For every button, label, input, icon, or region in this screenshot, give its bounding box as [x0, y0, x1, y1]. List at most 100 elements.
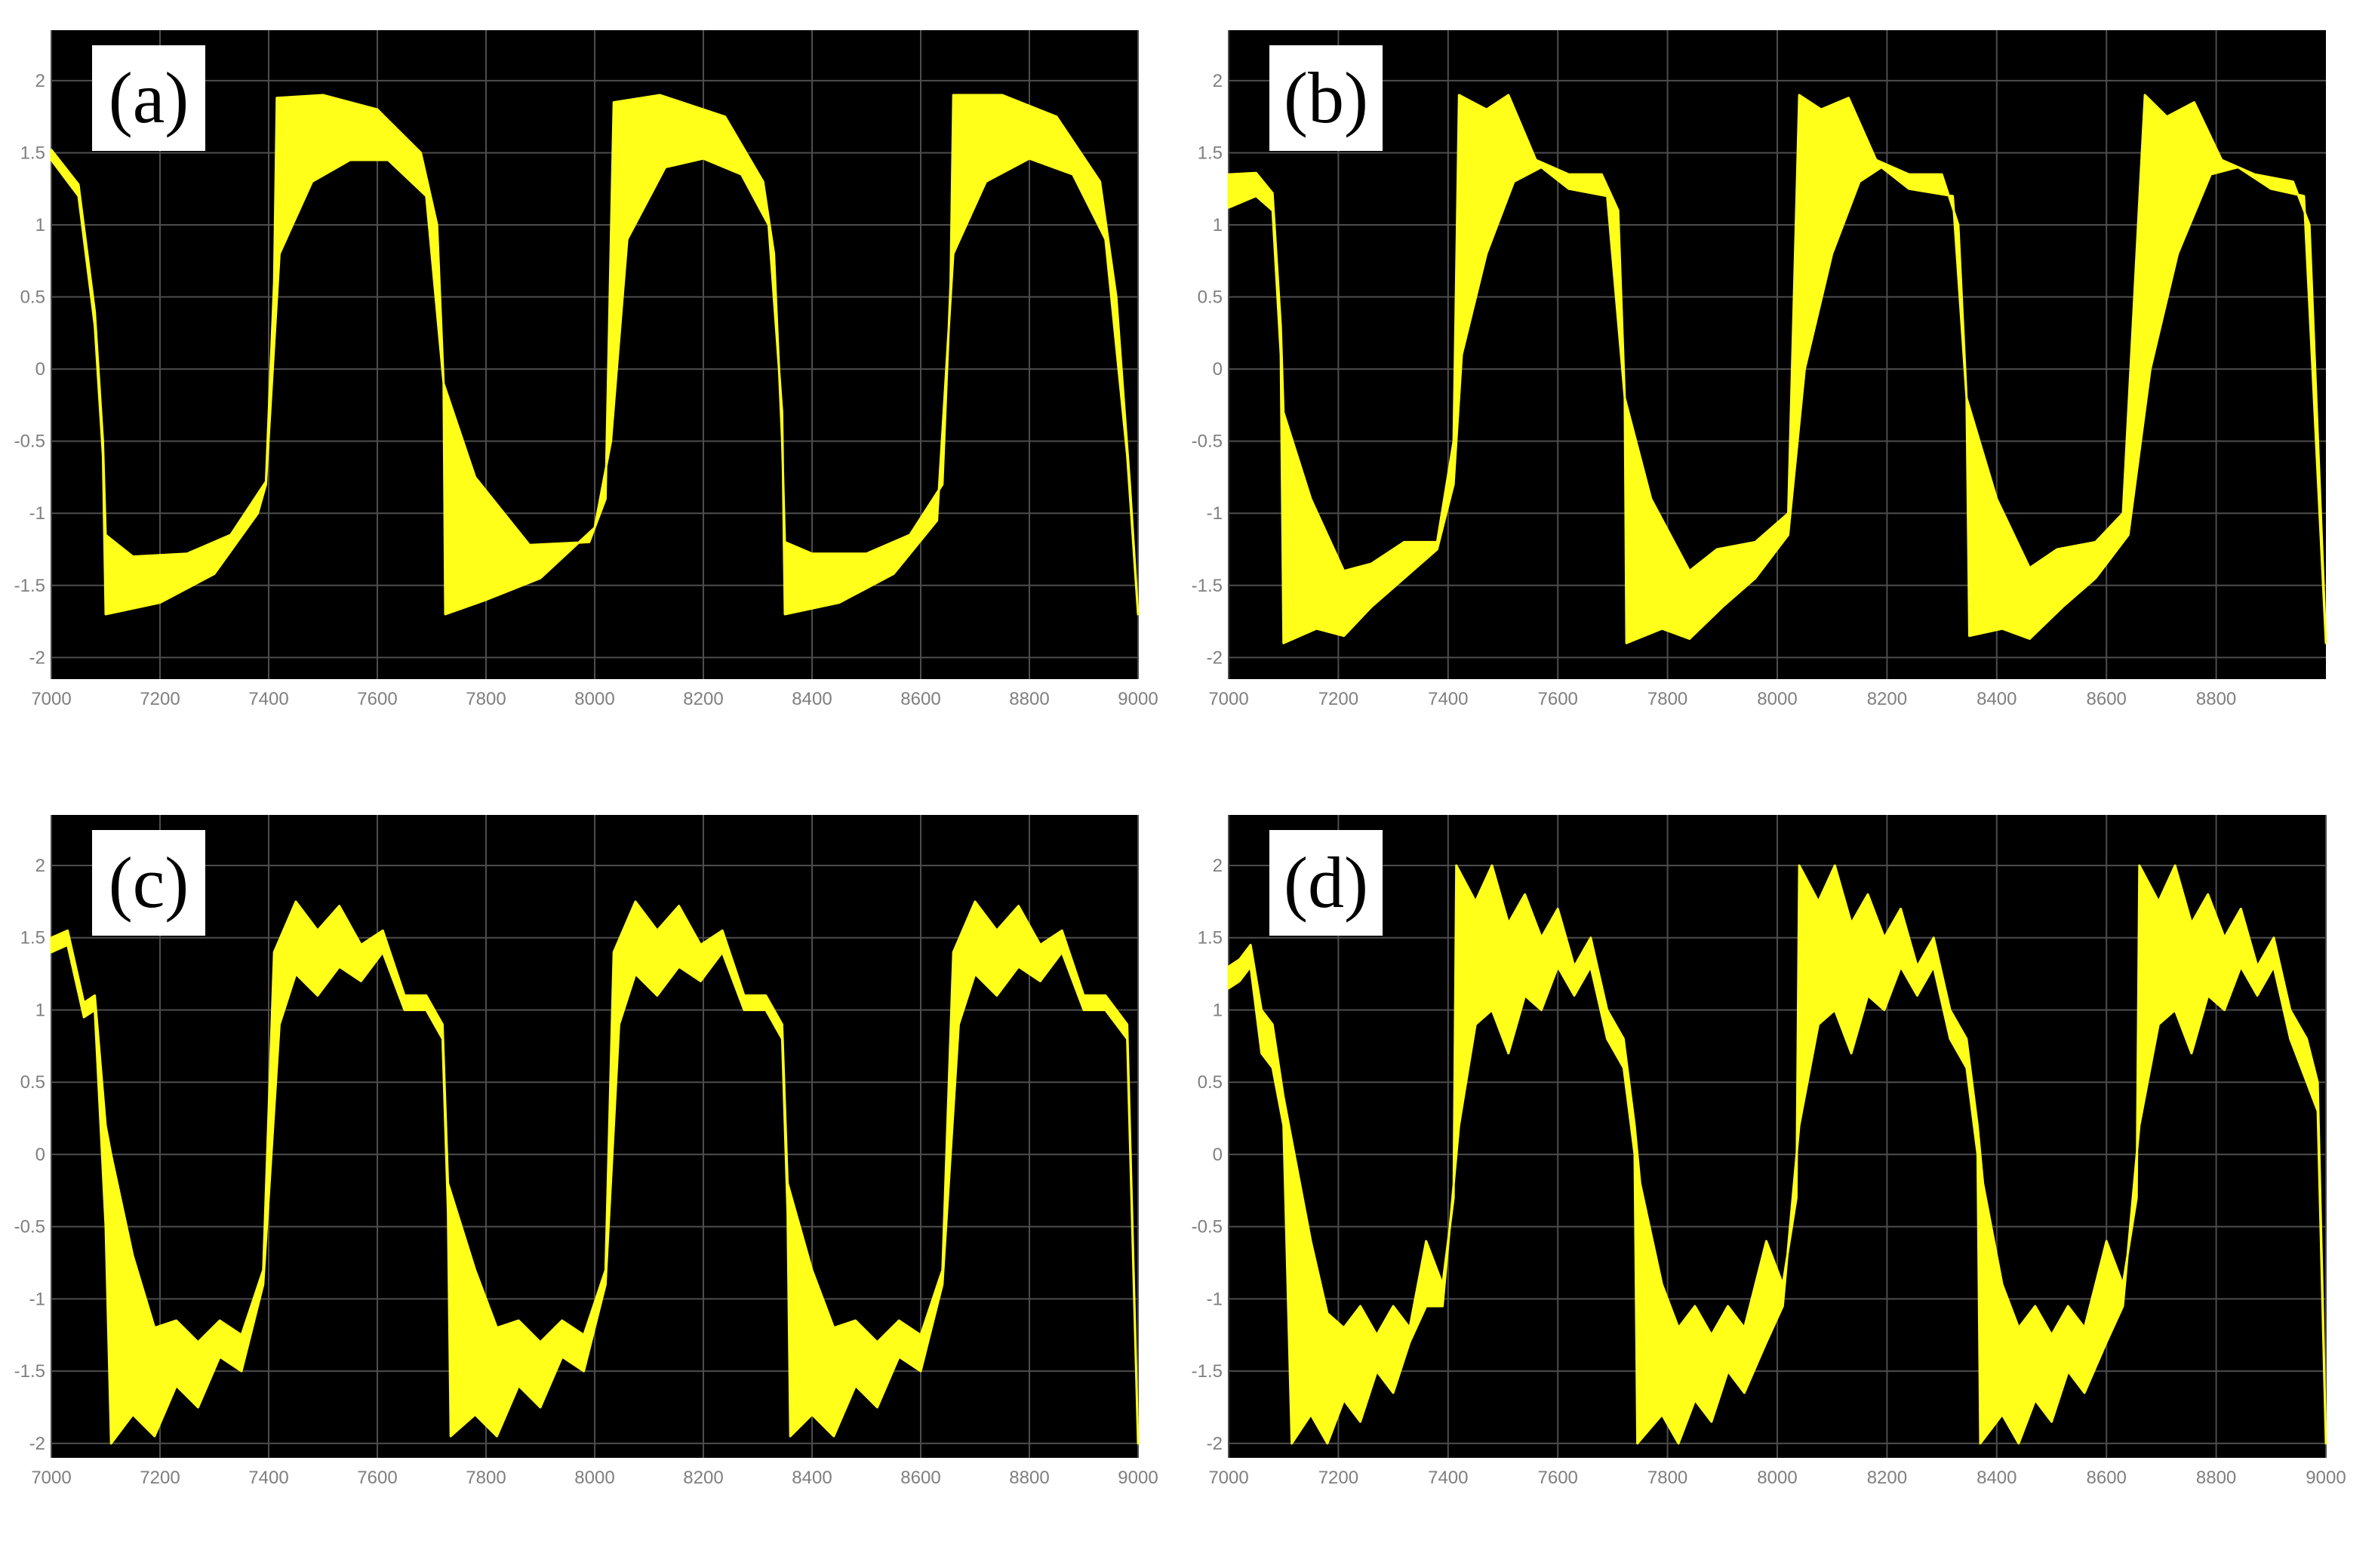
x-tick-label-c: 8000: [574, 1468, 614, 1488]
panel-label-d: (d): [1269, 830, 1383, 936]
y-tick-label-b: 1.5: [1198, 143, 1223, 163]
y-tick-label-b: 0: [1213, 359, 1223, 380]
x-tick-label-c: 7600: [357, 1468, 397, 1488]
y-tick-label-d: -0.5: [1192, 1217, 1223, 1237]
x-tick-label-d: 8000: [1757, 1468, 1797, 1488]
panel-label-a: (a): [92, 45, 205, 151]
x-tick-label-b: 7800: [1647, 689, 1687, 709]
x-tick-label-c: 7400: [248, 1468, 288, 1488]
y-tick-label-c: 2: [35, 856, 45, 876]
y-tick-label-b: 2: [1213, 71, 1223, 91]
signal-band-d: [1227, 864, 2327, 1445]
y-tick-label-c: 1: [35, 1000, 45, 1020]
x-tick-label-b: 8400: [1977, 689, 2017, 709]
panel-label-text-c: (c): [109, 842, 189, 923]
x-tick-label-a: 7400: [248, 689, 288, 709]
x-tick-label-d: 8200: [1867, 1468, 1907, 1488]
y-tick-label-b: 0.5: [1198, 287, 1223, 308]
x-tick-label-a: 7000: [31, 689, 71, 709]
x-tick-label-d: 7800: [1647, 1468, 1687, 1488]
panel-label-text-d: (d): [1284, 842, 1368, 923]
signal-band-b: [1227, 94, 2327, 644]
y-tick-label-a: 0.5: [20, 287, 45, 308]
panel-label-text-b: (b): [1284, 57, 1368, 138]
panel-label-c: (c): [92, 830, 205, 936]
x-tick-label-d: 8800: [2196, 1468, 2236, 1488]
panel-label-box-d: [1269, 830, 1383, 936]
panel-label-box-b: [1269, 45, 1383, 151]
panel-label-box-c: [92, 830, 205, 936]
x-tick-label-a: 7800: [466, 689, 506, 709]
y-tick-label-d: 1.5: [1198, 928, 1223, 948]
y-tick-label-b: -2: [1207, 647, 1223, 668]
signal-band-c: [50, 900, 1140, 1445]
chart-b: 7000 7200 7400 7600 7800 8000 8200 8400 8600 8800…: [1192, 30, 2327, 709]
chart-a: 7000 7200 7400 7600 7800 8000 8200 8400 8600 8800…: [14, 30, 1158, 709]
y-tick-label-a: 1: [35, 215, 45, 235]
x-tick-label-d: 7600: [1538, 1468, 1578, 1488]
y-tick-label-a: -2: [29, 647, 45, 668]
x-tick-label-c: 7200: [140, 1468, 180, 1488]
x-tick-label-b: 7600: [1538, 689, 1578, 709]
x-tick-label-b: 7000: [1208, 689, 1248, 709]
x-tick-label-d: 7000: [1208, 1468, 1248, 1488]
y-tick-label-c: -1: [29, 1289, 45, 1309]
x-tick-label-c: 8600: [900, 1468, 940, 1488]
y-tick-label-d: 0: [1213, 1145, 1223, 1165]
x-tick-label-a: 7600: [357, 689, 397, 709]
x-tick-label-c: 7800: [466, 1468, 506, 1488]
x-tick-label-a: 7200: [140, 689, 180, 709]
y-tick-label-a: -1.5: [14, 576, 45, 596]
y-tick-label-b: -1: [1207, 503, 1223, 524]
y-tick-label-c: 0: [35, 1145, 45, 1165]
y-tick-label-d: 1: [1213, 1000, 1223, 1020]
panel-a: 7000 7200 7400 7600 7800 8000 8200 8400 8600 8800…: [14, 30, 1158, 715]
x-tick-label-a: 9000: [1118, 689, 1158, 709]
y-tick-label-a: 1.5: [20, 143, 45, 163]
chart-c: 7000 7200 7400 7600 7800 8000 8200 8400 8600 8800…: [14, 815, 1158, 1488]
y-tick-label-d: -1: [1207, 1289, 1223, 1309]
x-tick-label-d: 7200: [1318, 1468, 1358, 1488]
x-tick-label-d: 7400: [1428, 1468, 1468, 1488]
panel-c: 7000 7200 7400 7600 7800 8000 8200 8400 8600 8800…: [14, 815, 1158, 1494]
x-tick-label-d: 9000: [2306, 1468, 2346, 1488]
y-tick-label-b: 1: [1213, 215, 1223, 235]
y-tick-label-d: -2: [1207, 1434, 1223, 1454]
y-tick-label-a: -1: [29, 503, 45, 524]
x-tick-label-b: 7200: [1318, 689, 1358, 709]
x-tick-label-b: 8600: [2087, 689, 2127, 709]
y-tick-label-b: -1.5: [1192, 576, 1223, 596]
y-tick-label-b: -0.5: [1192, 432, 1223, 452]
x-tick-label-c: 8400: [792, 1468, 832, 1488]
y-tick-label-d: 0.5: [1198, 1072, 1223, 1093]
y-tick-label-a: 0: [35, 359, 45, 380]
panel-label-text-a: (a): [109, 57, 189, 138]
y-tick-label-c: 0.5: [20, 1072, 45, 1093]
x-tick-label-b: 7400: [1428, 689, 1468, 709]
panel-label-box-a: [92, 45, 205, 151]
x-tick-label-d: 8600: [2087, 1468, 2127, 1488]
y-tick-label-c: -1.5: [14, 1361, 45, 1382]
x-tick-label-c: 8200: [683, 1468, 723, 1488]
y-tick-label-d: 2: [1213, 856, 1223, 876]
x-tick-label-a: 8800: [1009, 689, 1049, 709]
x-tick-label-b: 8000: [1757, 689, 1797, 709]
signal-band-a: [50, 94, 1140, 616]
x-tick-label-c: 8800: [1009, 1468, 1049, 1488]
y-tick-label-d: -1.5: [1192, 1361, 1223, 1382]
x-tick-label-a: 8200: [683, 689, 723, 709]
panel-label-b: (b): [1269, 45, 1383, 151]
x-tick-label-b: 8200: [1867, 689, 1907, 709]
y-tick-label-c: -0.5: [14, 1217, 45, 1237]
y-tick-label-c: -2: [29, 1434, 45, 1454]
x-tick-label-c: 9000: [1118, 1468, 1158, 1488]
x-tick-label-c: 7000: [31, 1468, 71, 1488]
y-tick-label-a: -0.5: [14, 432, 45, 452]
x-tick-label-b: 8800: [2196, 689, 2236, 709]
x-tick-label-a: 8400: [792, 689, 832, 709]
y-tick-label-a: 2: [35, 71, 45, 91]
x-tick-label-a: 8000: [574, 689, 614, 709]
panel-b: 7000 7200 7400 7600 7800 8000 8200 8400 8600 8800…: [1192, 30, 2327, 715]
x-tick-label-d: 8400: [1977, 1468, 2017, 1488]
chart-d: 7000 7200 7400 7600 7800 8000 8200 8400 8600 8800…: [1192, 815, 2346, 1488]
